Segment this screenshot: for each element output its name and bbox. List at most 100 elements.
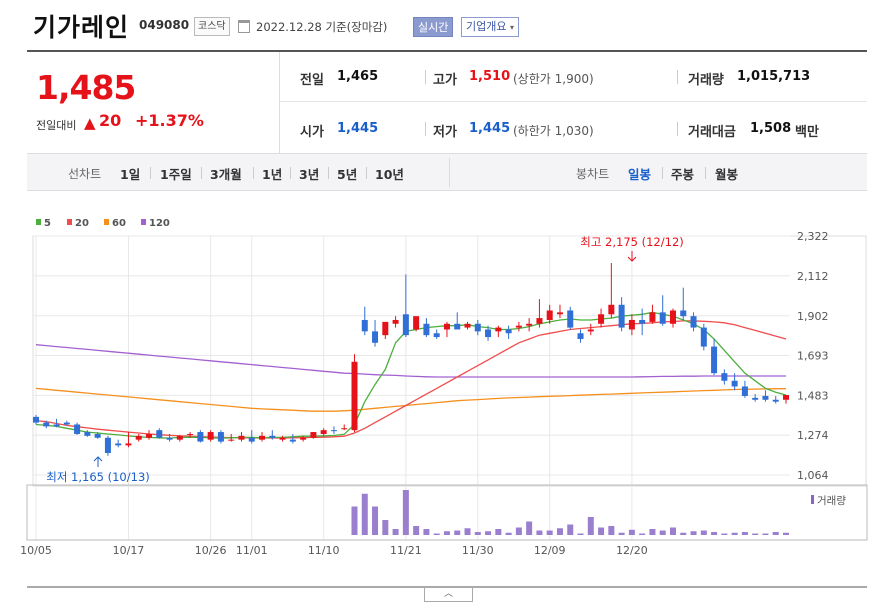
volume-bar	[556, 528, 563, 535]
candle-body	[341, 428, 348, 430]
volume-bar	[772, 532, 779, 535]
candle-body	[207, 432, 214, 440]
volume-bar	[577, 533, 584, 535]
candle-body	[700, 327, 707, 347]
volume-bar	[443, 531, 450, 535]
volume-bar	[474, 532, 481, 535]
low-annotation: 최저 1,165 (10/13)	[46, 470, 150, 484]
divider	[449, 158, 450, 187]
divider	[201, 167, 202, 179]
company-overview-label: 기업개요	[466, 20, 507, 33]
volume-bar	[639, 533, 646, 535]
volume-bar	[669, 527, 676, 535]
y-tick-label: 1,483	[797, 389, 829, 402]
legend-swatch-5	[36, 219, 41, 225]
volume-bar	[485, 531, 492, 535]
down-arrow-icon	[627, 251, 637, 262]
period-1y[interactable]: 1년	[262, 167, 283, 182]
candle-body	[310, 432, 317, 438]
stock-code: 049080	[139, 18, 190, 32]
period-10y[interactable]: 10년	[375, 167, 404, 182]
stock-name: 기가레인	[33, 13, 130, 42]
candle-body	[515, 325, 522, 328]
volume-bar	[741, 532, 748, 535]
volume-bar	[536, 530, 543, 535]
candle-chart-label: 봉차트	[576, 167, 610, 181]
period-3y[interactable]: 3년	[299, 167, 320, 182]
x-tick-label: 10/26	[195, 544, 227, 557]
candle-body	[567, 310, 574, 328]
company-overview-button[interactable]: 기업개요 ▾	[461, 17, 519, 37]
y-tick-label: 2,322	[797, 230, 829, 243]
x-tick-label: 12/20	[616, 544, 648, 557]
up-arrow-icon	[93, 456, 103, 467]
period-3m[interactable]: 3개월	[210, 167, 242, 182]
volume-bar	[783, 532, 789, 535]
divider	[705, 167, 706, 179]
x-tick-label: 11/30	[462, 544, 494, 557]
volume-bar	[464, 528, 471, 535]
volume-bar	[598, 527, 605, 535]
candle-daily[interactable]: 일봉	[628, 167, 652, 182]
ma60-line	[35, 387, 786, 412]
divider	[366, 167, 367, 179]
volume-bar	[454, 530, 461, 535]
candle-body	[587, 329, 594, 332]
divider	[279, 52, 280, 154]
candle-body	[731, 380, 738, 387]
candle-body	[443, 323, 450, 330]
volume-bar	[700, 530, 707, 535]
volume-frame	[26, 484, 868, 541]
candle-weekly[interactable]: 주봉	[671, 167, 695, 182]
low-label: 저가	[433, 125, 457, 140]
y-tick-label: 1,274	[797, 429, 829, 442]
candle-body	[392, 319, 399, 324]
candle-body	[372, 331, 379, 343]
calendar-icon	[238, 20, 250, 33]
y-tick-label: 1,902	[797, 310, 829, 323]
y-tick-label: 1,693	[797, 350, 829, 363]
candle-body	[762, 395, 769, 400]
x-tick-label: 11/01	[236, 544, 268, 557]
x-tick-label: 10/05	[20, 544, 52, 557]
volume-label: 거래량	[688, 73, 724, 88]
current-price: 1,485	[36, 68, 136, 107]
x-tick-label: 10/17	[113, 544, 145, 557]
volume-bar	[752, 533, 759, 535]
realtime-button[interactable]: 실시간	[413, 17, 454, 37]
volume-value: 1,015,713	[737, 69, 811, 84]
candle-body	[485, 329, 492, 338]
prev-close-label: 전일	[300, 73, 324, 88]
x-tick-label: 11/10	[308, 544, 340, 557]
y-tick-label: 2,112	[797, 270, 829, 283]
candle-body	[382, 321, 389, 336]
candle-body	[74, 424, 81, 434]
chevron-up-icon: ︿	[443, 589, 453, 599]
candle-body	[289, 439, 296, 442]
volume-bar	[423, 529, 430, 535]
legend-label-120: 120	[149, 218, 170, 229]
candle-body	[495, 327, 502, 332]
volume-bar	[526, 521, 533, 535]
volume-bar	[567, 524, 574, 535]
candle-monthly[interactable]: 월봉	[715, 167, 739, 182]
volume-bar	[361, 493, 368, 535]
period-1w[interactable]: 1주일	[160, 167, 192, 182]
collapse-button[interactable]: ︿	[424, 588, 473, 602]
candle-body	[176, 435, 183, 440]
open-label: 시가	[300, 125, 324, 140]
upper-limit: (상한가 1,900)	[513, 72, 594, 86]
period-1d[interactable]: 1일	[120, 167, 141, 182]
amount-unit: 백만	[795, 125, 819, 140]
prev-close-value: 1,465	[337, 69, 379, 84]
candle-body	[351, 361, 358, 431]
divider	[425, 122, 426, 136]
candle-body	[433, 333, 440, 338]
legend-swatch-20	[67, 219, 72, 225]
volume-bar	[495, 529, 502, 535]
volume-bar	[546, 530, 553, 535]
quote-panel	[27, 50, 867, 154]
volume-bar	[690, 531, 697, 535]
period-5y[interactable]: 5년	[337, 167, 358, 182]
candle-body	[269, 435, 276, 438]
